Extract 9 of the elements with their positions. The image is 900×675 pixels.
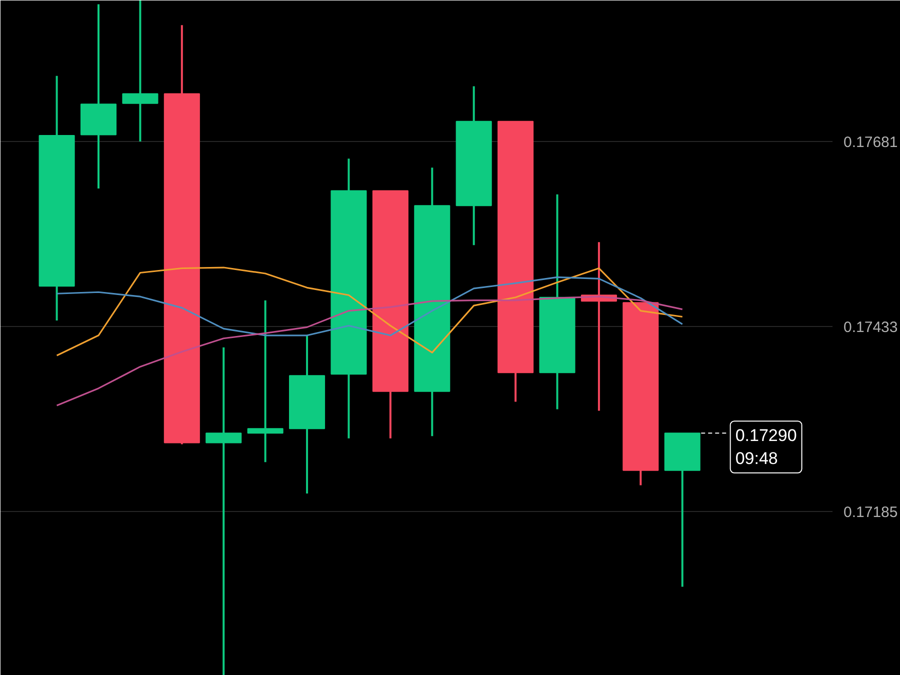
line-series	[56, 276, 684, 336]
y-tick-label: 0.17185	[844, 504, 898, 521]
candlestick	[247, 299, 284, 464]
line-series	[56, 266, 684, 356]
ref-line-label: 0.17290 09:48	[735, 426, 797, 468]
line-series	[56, 296, 684, 406]
y-tick-label: 0.17681	[844, 134, 898, 151]
y-tick-label: 0.17433	[844, 318, 898, 336]
candlestick	[122, 0, 158, 142]
